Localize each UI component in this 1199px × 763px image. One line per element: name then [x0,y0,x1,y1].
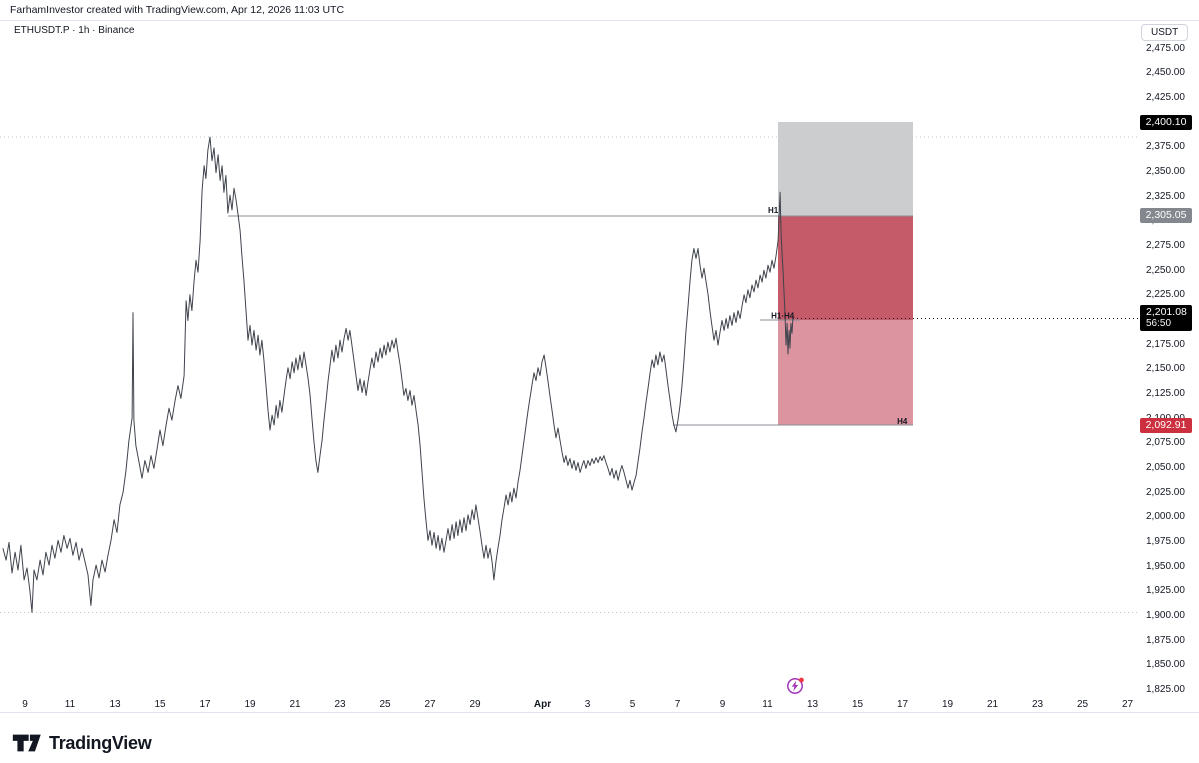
price-scale[interactable]: USDT 2,475.002,450.002,425.002,400.002,3… [1140,20,1199,698]
tradingview-logo-text: TradingView [49,732,152,753]
time-axis-label: Apr [533,699,552,710]
time-axis-label: 19 [244,699,256,710]
extension-zone[interactable] [778,319,914,426]
time-axis-label: 13 [806,699,819,710]
header-divider [0,20,1199,21]
time-axis-label: 17 [896,699,909,710]
time-axis-label: 9 [22,699,28,710]
price-axis-label: 2,275.00 [1146,240,1185,252]
time-axis-label: 15 [851,699,864,710]
price-axis-label: 2,175.00 [1146,338,1185,350]
price-axis-label: 2,425.00 [1146,92,1185,104]
flash-event-icon[interactable] [784,674,808,698]
level-annotation: H4 [897,417,908,426]
price-axis-label: 2,050.00 [1146,461,1185,473]
price-axis-label: 2,375.00 [1146,141,1185,153]
time-axis-label: 25 [1076,699,1089,710]
time-axis-label: 29 [469,699,481,710]
last-price-badge: 2,201.08 56:50 [1140,305,1192,332]
price-axis-label: 1,875.00 [1146,634,1185,646]
tradingview-logo[interactable]: TradingView [12,731,152,755]
time-axis-label: 23 [334,699,346,710]
time-axis-label: 5 [629,699,636,710]
price-axis-label: 1,975.00 [1146,535,1185,547]
h4-level-badge: 2,092.91 [1140,417,1192,433]
target-price-badge: 2,400.10 [1140,114,1192,130]
time-axis-label: 21 [986,699,999,710]
price-axis-label: 2,350.00 [1146,166,1185,178]
time-axis-divider [0,712,1199,713]
price-axis-label: 1,850.00 [1146,659,1185,671]
tradingview-logo-icon [12,734,41,752]
time-axis-label: 23 [1031,699,1044,710]
price-axis-label: 2,125.00 [1146,387,1185,399]
h1-level-badge: 2,305.05 [1140,208,1192,224]
time-axis-label: 27 [424,699,436,710]
price-axis-label: 2,025.00 [1146,486,1185,498]
entry-zone[interactable] [778,215,914,320]
price-axis-label: 1,825.00 [1146,683,1185,695]
time-axis-label: 27 [1121,699,1134,710]
time-axis-label: 19 [941,699,954,710]
time-axis-label: 13 [109,699,121,710]
time-axis-label: 11 [64,699,76,710]
price-axis-label: 2,325.00 [1146,190,1185,202]
price-axis-label: 2,000.00 [1146,511,1185,523]
price-axis-label: 2,075.00 [1146,437,1185,449]
price-line-series[interactable] [2,136,794,613]
time-scale[interactable]: 9 11 13 15 17 19 21 23 25 27 29 Apr 3 5 7 9 11 13 15 17 19 21… [0,698,1140,712]
symbol-legend[interactable]: ETHUSDT.P · 1h · Binance [14,25,135,36]
price-axis-label: 2,250.00 [1146,264,1185,276]
currency-toggle-button[interactable]: USDT [1141,24,1189,41]
time-axis-label: 11 [762,699,773,710]
price-axis-label: 1,950.00 [1146,560,1185,572]
price-axis-label: 2,475.00 [1146,42,1185,54]
time-axis-label: 15 [154,699,166,710]
price-axis-label: 1,925.00 [1146,585,1185,597]
price-chart-canvas[interactable]: H1 H1·H4 H4 [0,0,1199,712]
level-annotation: H1 [768,206,779,215]
time-axis-label: 9 [719,699,726,710]
time-axis-label: 7 [674,699,681,710]
level-annotation: H1·H4 [771,312,795,321]
price-axis-label: 2,450.00 [1146,67,1185,79]
target-zone[interactable] [778,122,914,216]
time-axis-label: 3 [584,699,591,710]
time-axis-label: 21 [289,699,301,710]
price-axis-label: 2,225.00 [1146,289,1185,301]
time-axis-label: 17 [199,699,211,710]
price-axis-label: 1,900.00 [1146,609,1185,621]
price-axis-label: 2,150.00 [1146,363,1185,375]
time-axis-label: 25 [379,699,391,710]
attribution-text: FarhamInvestor created with TradingView.… [10,4,345,16]
